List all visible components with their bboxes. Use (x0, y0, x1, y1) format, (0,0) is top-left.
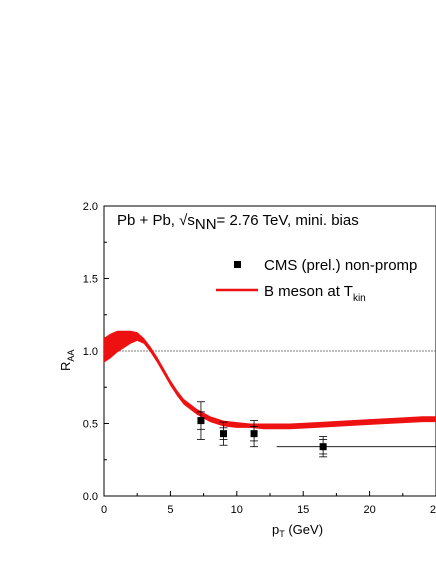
data-point-marker (220, 430, 228, 438)
legend-marker-cms (234, 261, 241, 268)
x-axis: 0 5 10 15 20 25 (101, 491, 436, 516)
y-tick-label: 1.5 (83, 274, 98, 286)
collision-annotation: Pb + Pb, √sNN= 2.76 TeV, mini. bias (117, 212, 359, 233)
x-tick-label: 20 (363, 504, 375, 516)
x-tick-label: 15 (297, 504, 309, 516)
x-tick-label: 25 (430, 504, 436, 516)
data-point-marker (250, 430, 258, 438)
y-tick-label: 1.0 (83, 346, 98, 358)
y-tick-label: 0.5 (83, 419, 98, 431)
x-tick-label: 10 (231, 504, 243, 516)
legend-label-cms: CMS (prel.) non-promp (264, 257, 417, 274)
cms-data-series (196, 401, 436, 458)
y-axis-title: RAA (58, 350, 76, 371)
x-tick-label: 0 (101, 504, 107, 516)
y-axis: 0.0 0.5 1.0 1.5 2.0 (83, 201, 109, 503)
b-meson-band (104, 330, 436, 430)
x-axis-title: pT (GeV) (272, 522, 323, 539)
data-point-marker (319, 443, 327, 451)
legend: CMS (prel.) non-promp B meson at Tkin (216, 257, 417, 304)
legend-label-b-meson: B meson at Tkin (264, 283, 366, 304)
y-tick-label: 2.0 (83, 201, 98, 213)
y-tick-label: 0.0 (83, 491, 98, 503)
data-point-marker (197, 417, 205, 425)
x-tick-label: 5 (167, 504, 173, 516)
